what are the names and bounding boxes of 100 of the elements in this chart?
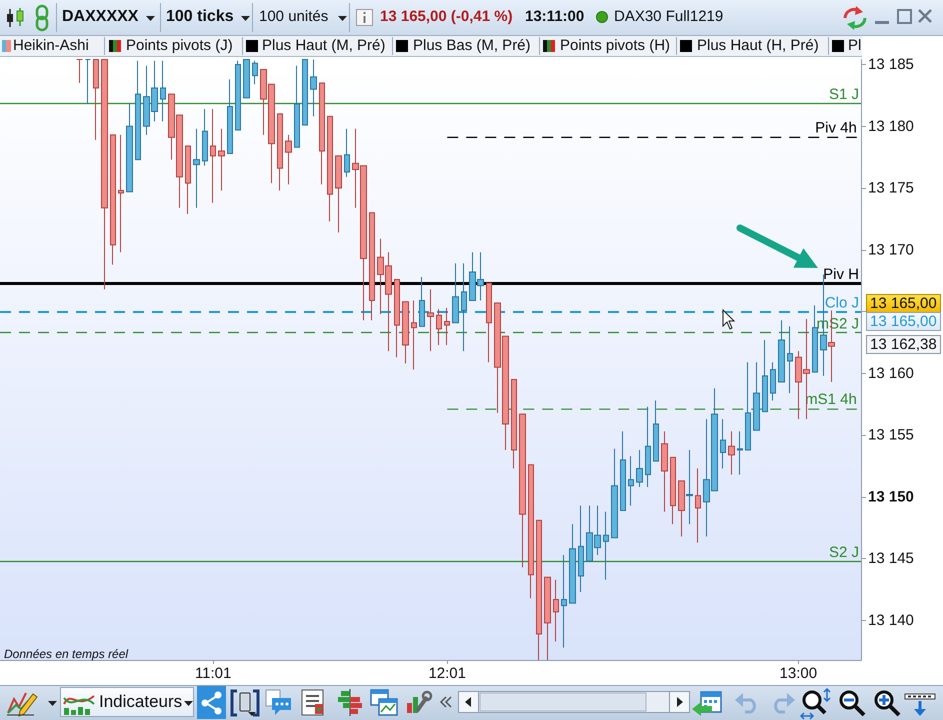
candlestick — [427, 288, 434, 352]
x-tick-label: 11:01 — [194, 665, 232, 682]
text: Plus Haut (M, Pré) — [262, 37, 386, 55]
candlestick — [285, 134, 292, 185]
candlestick — [686, 449, 693, 525]
candlestick — [536, 520, 542, 660]
text: Points pivots (H) — [560, 37, 670, 55]
text: 100 ticks — [166, 8, 234, 26]
y-tick-label: 13 140 — [868, 612, 914, 629]
candlestick — [486, 282, 492, 363]
candlestick — [787, 326, 793, 394]
candlestick — [411, 300, 417, 370]
text: 13:11:00 — [525, 8, 584, 26]
text: Pl — [848, 37, 862, 55]
candlestick — [344, 128, 350, 178]
ref-line-label: S1 J — [828, 86, 859, 103]
text: Heikin-Ashi — [13, 37, 89, 55]
candlestick — [436, 308, 442, 346]
candlestick — [620, 430, 626, 512]
candlestick — [76, 59, 83, 84]
candlestick — [778, 320, 785, 383]
candlestick — [753, 362, 760, 431]
candlestick — [202, 108, 208, 166]
candlestick — [135, 60, 141, 160]
candlestick — [319, 82, 325, 185]
candlestick — [294, 65, 300, 148]
y-tick-label: 13 145 — [868, 550, 914, 568]
candlestick — [603, 511, 609, 580]
candlestick — [160, 60, 166, 122]
y-tick-label: 13 160 — [868, 364, 914, 382]
candlestick — [335, 155, 342, 234]
candlestick — [461, 262, 467, 352]
y-tick-label: 13 170 — [868, 241, 914, 258]
candlestick — [745, 362, 751, 450]
candlestick — [728, 430, 735, 476]
candlestick — [653, 400, 659, 462]
candlestick — [101, 59, 108, 290]
candlestick — [394, 278, 400, 358]
candlestick — [661, 430, 668, 512]
candlestick — [210, 108, 216, 204]
chart-title: DAX30 Full1219 — [614, 8, 724, 26]
candlestick — [85, 59, 91, 105]
annotation: Données en temps réel — [4, 646, 128, 663]
candlestick — [645, 406, 651, 488]
candlestick — [310, 59, 317, 117]
text: Plus Haut (H, Pré) — [697, 37, 819, 55]
candlestick — [419, 276, 425, 327]
candlestick — [235, 60, 241, 130]
candlestick — [93, 59, 99, 140]
text: Indicateurs — [99, 692, 182, 711]
ref-line-label: Piv H — [823, 266, 859, 284]
candlestick — [578, 505, 584, 593]
candlestick — [452, 262, 459, 324]
candlestick — [118, 134, 124, 253]
candlestick — [762, 340, 768, 412]
candlestick — [444, 307, 450, 346]
candlestick — [569, 524, 576, 604]
candlestick — [628, 456, 634, 506]
candlestick — [218, 128, 225, 192]
candlestick — [252, 60, 258, 85]
text: 100 unités — [259, 8, 328, 26]
text: 13 165,00 — [866, 312, 941, 331]
candlestick — [695, 468, 701, 544]
candlestick — [193, 128, 200, 208]
text: Plus Bas (M, Pré) — [413, 37, 531, 55]
candlestick — [277, 113, 283, 192]
candlestick — [519, 414, 526, 568]
candlestick — [227, 78, 233, 154]
candlestick — [678, 480, 685, 537]
y-tick-label: 13 185 — [868, 56, 914, 73]
candlestick — [611, 448, 618, 538]
text: Points pivots (J) — [126, 37, 233, 55]
candlestick — [110, 134, 116, 266]
series-label: Piv 4h — [815, 119, 857, 136]
x-tick-label: 13:00 — [780, 665, 818, 682]
text: DAXXXXX — [62, 8, 138, 26]
candlestick — [553, 579, 559, 642]
candlestick — [812, 304, 818, 373]
y-tick-label: 13 180 — [868, 118, 914, 135]
candlestick — [327, 116, 333, 222]
candlestick — [185, 146, 191, 214]
candlestick — [126, 104, 133, 192]
candlestick — [369, 212, 375, 321]
x-tick-label: 12:01 — [428, 665, 466, 682]
candlestick — [511, 379, 517, 469]
text: 13 165,00 (-0,41 %) — [380, 8, 513, 26]
candlestick — [636, 449, 643, 488]
candlestick — [544, 576, 551, 660]
candlestick — [737, 430, 743, 476]
candlestick — [561, 554, 567, 648]
candlestick — [528, 464, 534, 599]
ref-line-label: S2 J — [828, 544, 859, 562]
text: 13 162,38 — [866, 335, 941, 354]
candlestick — [770, 362, 776, 402]
candlestick — [670, 456, 676, 525]
candlestick — [243, 59, 250, 98]
candlestick — [720, 418, 726, 469]
candlestick — [302, 59, 308, 126]
candlestick — [402, 301, 409, 364]
ref-line-label: Clo J — [824, 294, 859, 312]
